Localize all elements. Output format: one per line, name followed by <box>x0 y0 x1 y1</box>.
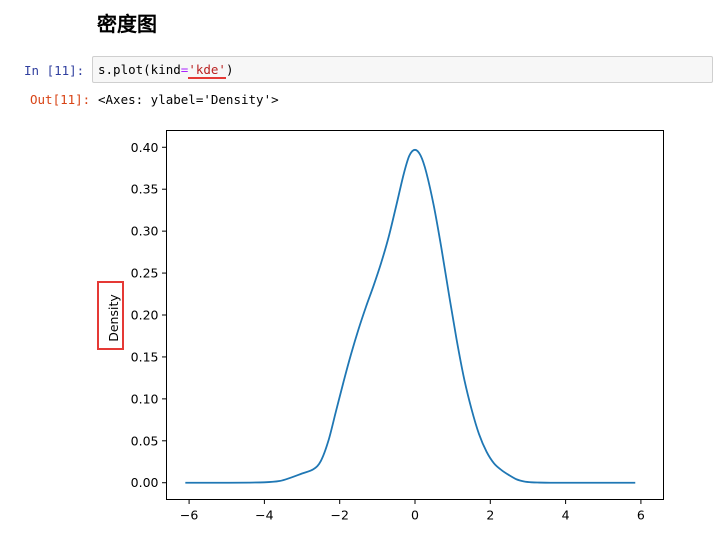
x-tick-label: 0 <box>411 508 419 523</box>
y-tick-label: 0.35 <box>131 182 159 197</box>
section-heading: 密度图 <box>97 12 157 36</box>
code-cell-input[interactable]: s.plot(kind='kde') <box>92 56 713 83</box>
y-axis-label: Density <box>106 294 121 342</box>
y-tick-label: 0.30 <box>131 224 159 239</box>
code-operator: = <box>180 62 189 77</box>
plot-area-frame <box>166 130 664 500</box>
x-axis: −6 −4 −2 0 2 4 6 <box>180 499 645 523</box>
output-repr: <Axes: ylabel='Density'> <box>98 92 279 107</box>
code-prefix: s.plot(kind <box>98 62 181 77</box>
y-tick-label: 0.15 <box>131 349 159 364</box>
x-tick-label: −4 <box>255 508 273 523</box>
x-tick-label: −2 <box>330 508 348 523</box>
output-prompt: Out[11]: <box>30 92 91 107</box>
y-tick-label: 0.25 <box>131 266 159 281</box>
y-tick-label: 0.20 <box>131 308 159 323</box>
x-tick-label: −6 <box>180 508 198 523</box>
x-tick-label: 6 <box>637 508 645 523</box>
series-layer <box>185 148 636 484</box>
density-line <box>185 148 636 484</box>
y-axis: 0.00 0.05 0.10 0.15 0.20 0.25 0.30 0.35 0.40 <box>131 140 167 490</box>
code-line[interactable]: s.plot(kind='kde') <box>98 61 234 79</box>
y-tick-label: 0.05 <box>131 433 159 448</box>
code-string-literal: 'kde' <box>188 62 226 79</box>
ylabel-highlight-box <box>97 281 124 350</box>
code-suffix: ) <box>225 62 234 77</box>
y-tick-label: 0.40 <box>131 140 159 155</box>
x-tick-label: 4 <box>562 508 570 523</box>
input-prompt: In [11]: <box>24 63 85 78</box>
x-tick-label: 2 <box>486 508 494 523</box>
y-tick-label: 0.10 <box>131 391 159 406</box>
y-tick-label: 0.00 <box>131 475 159 490</box>
